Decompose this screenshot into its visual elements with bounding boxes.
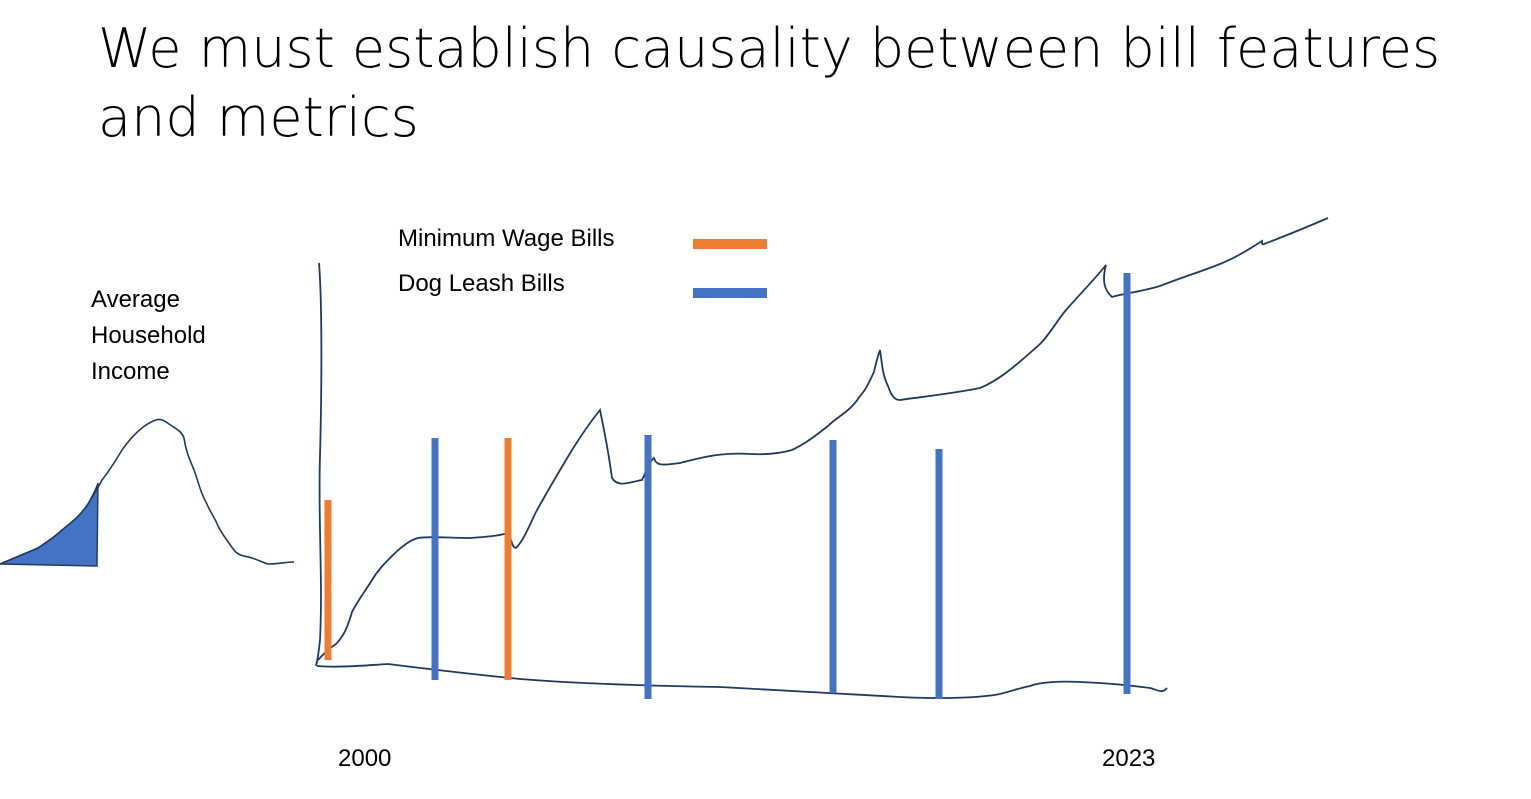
income-label: Average Household Income xyxy=(91,286,206,385)
x-axis-line xyxy=(316,663,1168,699)
distribution-curve xyxy=(0,418,295,565)
income-trend-line xyxy=(317,217,1329,661)
y-axis-line xyxy=(315,262,323,667)
legend-label-dog-leash: Dog Leash Bills xyxy=(398,270,565,297)
slide-title: We must establish causality between bill… xyxy=(98,17,1441,149)
legend-swatch-dog-leash xyxy=(693,288,767,298)
axis-start-label: 2000 xyxy=(338,745,392,772)
axis-end-label: 2023 xyxy=(1102,745,1156,772)
legend-swatch-minimum-wage xyxy=(693,239,767,249)
distribution-shaded-area xyxy=(0,482,99,567)
legend-label-minimum-wage: Minimum Wage Bills xyxy=(398,225,615,252)
